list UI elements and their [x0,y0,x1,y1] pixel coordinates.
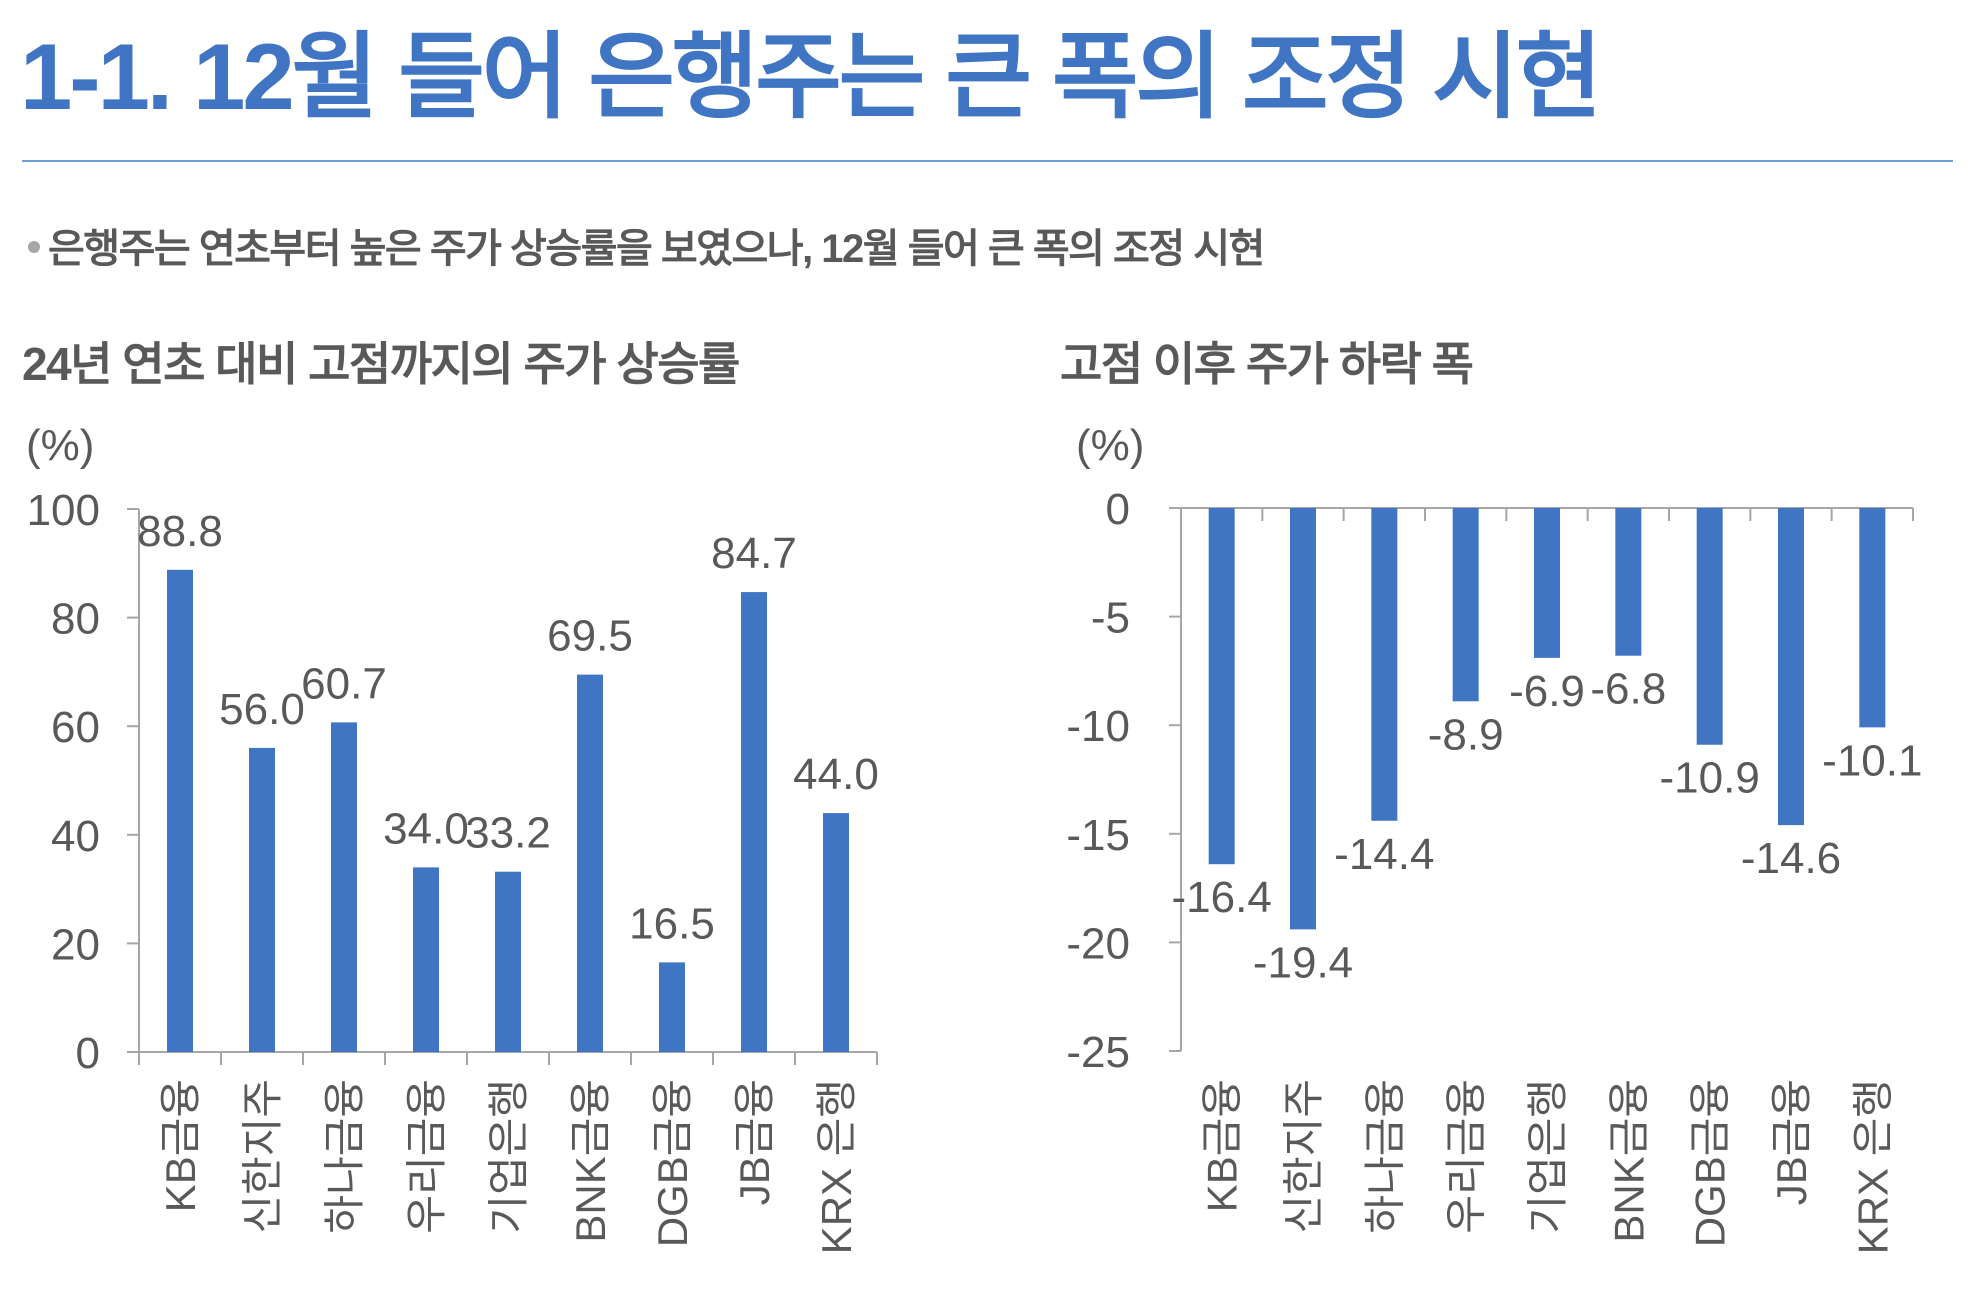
data-label: 60.7 [301,659,387,708]
data-label: 16.5 [629,899,715,948]
bar [659,962,685,1052]
bar [1778,508,1804,826]
bar [1859,508,1886,728]
left-chart: 0 20 40 60 80 100 88.8 KB금융 56.0 신한지주 60.7 하나금융 34.0… [27,486,879,1254]
bar [1208,508,1235,865]
bar [1290,508,1316,930]
bar [1534,508,1560,658]
bar [1696,508,1723,745]
bar [577,674,603,1052]
summary-bullet: 은행주는 연초부터 높은 주가 상승률을 보였으나, 12월 들어 큰 폭의 조… [28,222,1265,276]
category-label: KB금융 [157,1079,204,1212]
bar [413,867,439,1052]
left-chart-title: 24년 연초 대비 고점까지의 주가 상승률 [22,338,740,390]
data-label: 33.2 [465,809,551,858]
category-label: 기업은행 [485,1079,532,1234]
bar [167,569,193,1052]
data-label: 56.0 [219,685,305,734]
y-tick-label: -15 [1066,811,1130,860]
category-label: KRX 은행 [1849,1079,1896,1254]
bar [823,813,849,1052]
data-label: 34.0 [383,804,469,853]
y-tick-label: 100 [27,486,100,535]
category-label: 우리금융 [1443,1079,1490,1234]
y-tick-label: -10 [1066,702,1130,751]
bar [495,871,521,1052]
y-tick-label: 0 [1106,485,1130,534]
y-tick-label: 20 [51,920,100,969]
data-label: -10.1 [1822,736,1922,785]
data-label: -6.9 [1509,667,1585,716]
data-label: -19.4 [1253,938,1353,987]
data-label: 69.5 [547,612,633,661]
category-label: DGB금융 [1687,1079,1734,1247]
category-label: KB금융 [1199,1079,1246,1212]
bar [1615,508,1642,656]
right-chart-unit: (%) [1076,421,1145,470]
data-label: -14.6 [1741,834,1841,883]
y-tick-label: 40 [51,812,100,861]
y-tick-label: 80 [51,595,100,644]
data-label: -14.4 [1334,830,1434,879]
page-title: 1-1. 12월 들어 은행주는 큰 폭의 조정 시현 [20,24,1602,129]
category-label: 하나금융 [321,1079,368,1234]
title-divider [22,160,1953,162]
category-label: JB금융 [731,1079,778,1205]
data-label: -6.8 [1590,665,1666,714]
category-label: KRX 은행 [813,1079,860,1254]
bar [1452,508,1479,702]
data-label: 88.8 [137,507,223,556]
category-label: 신한지주 [1280,1079,1327,1234]
data-label: -8.9 [1428,710,1504,759]
category-label: DGB금융 [649,1079,696,1247]
bar [741,592,767,1052]
category-label: 우리금융 [403,1079,450,1234]
y-tick-label: -5 [1091,594,1130,643]
right-chart: 0 -5 -10 -15 -20 -25 -16.4 KB금융 -19.4 신한지주 -14.4 하나… [1066,485,1922,1254]
data-label: -10.9 [1660,754,1760,803]
data-label: 84.7 [711,529,797,578]
left-chart-unit: (%) [26,421,95,470]
bar [1371,508,1398,821]
bar [249,747,275,1052]
category-label: BNK금융 [1605,1079,1652,1243]
category-label: JB금융 [1768,1079,1815,1205]
category-label: 신한지주 [239,1079,286,1234]
category-label: 하나금융 [1361,1079,1408,1234]
category-label: 기업은행 [1524,1079,1571,1234]
data-label: -16.4 [1172,873,1272,922]
bullet-dot-icon [28,241,40,254]
bar [331,722,357,1052]
summary-text: 은행주는 연초부터 높은 주가 상승률을 보였으나, 12월 들어 큰 폭의 조… [48,227,1265,271]
y-tick-label: -20 [1066,919,1130,968]
category-label: BNK금융 [567,1079,614,1243]
data-label: 44.0 [793,750,879,799]
y-tick-label: -25 [1066,1028,1130,1077]
y-tick-label: 0 [76,1029,100,1078]
y-tick-label: 60 [51,703,100,752]
right-chart-title: 고점 이후 주가 하락 폭 [1060,338,1474,390]
